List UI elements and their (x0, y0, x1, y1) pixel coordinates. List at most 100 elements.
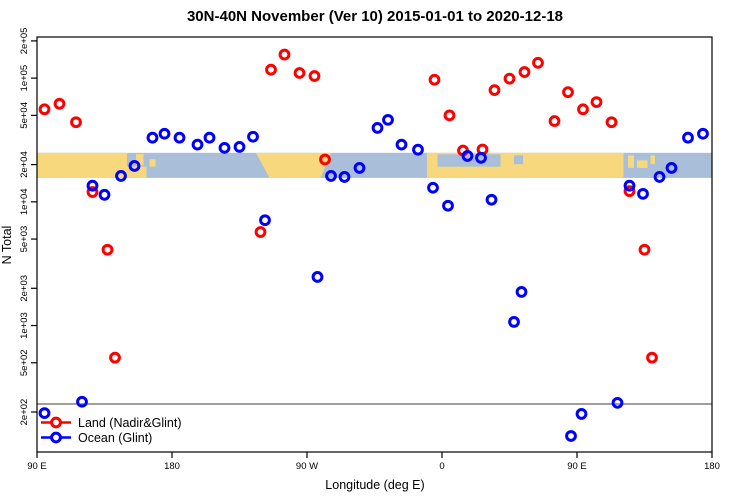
data-point-ocean (682, 131, 694, 144)
x-axis-title: Longitude (deg E) (325, 478, 424, 492)
y-tick-label: 5e+03 (19, 226, 30, 253)
data-point-ocean (98, 188, 111, 201)
data-point-ocean (76, 395, 88, 408)
y-tick-label: 1e+05 (19, 65, 30, 92)
y-tick-label: 2e+05 (19, 28, 30, 55)
data-point-land (265, 63, 277, 76)
data-point-ocean (115, 170, 127, 182)
y-tick-label: 5e+02 (19, 349, 30, 376)
data-point-land (278, 48, 291, 61)
map-band-land-shape (628, 155, 634, 168)
map-band-land-shape (650, 155, 655, 165)
data-point-ocean (233, 141, 246, 153)
y-axis-title: N Total (0, 226, 14, 265)
data-point-ocean (128, 160, 141, 172)
map-band-ocean-shape (514, 155, 523, 165)
x-tick-label: 90 E (27, 461, 47, 472)
data-point-land (443, 109, 456, 122)
data-point-land (86, 186, 99, 198)
data-point-ocean (38, 407, 51, 419)
x-tick-label: 180 (704, 461, 720, 472)
data-point-land (293, 67, 306, 79)
data-point-ocean (259, 214, 271, 227)
data-point-land (428, 73, 441, 86)
data-point-ocean (611, 396, 624, 409)
plot-border (36, 36, 713, 453)
data-point-land (638, 243, 651, 256)
legend-ocean-label: Ocean (Glint) (78, 431, 152, 445)
data-point-ocean (412, 143, 424, 156)
data-point-land (308, 70, 321, 82)
data-point-land (605, 116, 618, 129)
data-point-ocean (653, 171, 666, 183)
x-tick-label: 180 (164, 461, 180, 472)
data-point-ocean (382, 113, 394, 126)
data-point-land (562, 86, 574, 99)
map-band-land-shape (149, 159, 156, 167)
y-tick-label: 5e+04 (19, 102, 30, 129)
data-point-ocean (325, 170, 337, 182)
data-point-ocean (146, 131, 159, 144)
data-point-ocean (475, 151, 487, 164)
data-point-ocean (173, 131, 186, 144)
data-points (38, 48, 709, 442)
x-tick-label: 90 W (296, 461, 318, 472)
data-point-land (623, 185, 636, 198)
data-point-ocean (247, 130, 259, 143)
data-point-ocean (515, 286, 528, 298)
y-tick-label: 2e+02 (19, 399, 30, 426)
data-point-ocean (427, 181, 439, 194)
x-tick-label: 90 E (567, 461, 587, 472)
data-point-ocean (442, 199, 454, 212)
data-point-ocean (86, 179, 99, 192)
legend: Land (Nadir&Glint) Ocean (Glint) (41, 416, 182, 445)
map-band-land-shape (136, 154, 144, 166)
data-point-ocean (485, 193, 498, 206)
data-point-ocean (637, 187, 649, 200)
legend-land-label: Land (Nadir&Glint) (78, 416, 182, 430)
data-point-ocean (371, 121, 384, 134)
legend-ocean-marker (50, 431, 62, 444)
data-point-ocean (218, 141, 231, 154)
data-point-land (109, 351, 121, 364)
chart-title: 30N-40N November (Ver 10) 2015-01-01 to … (187, 8, 563, 25)
data-point-land (53, 97, 66, 110)
data-point-land (70, 116, 82, 129)
data-point-ocean (158, 127, 171, 140)
x-tick-label: 0 (439, 461, 444, 472)
data-point-land (503, 72, 516, 85)
axes: 90 E 180 90 W 0 90 E 180 2e+05 1e+05 5e+04 2e+04 1… (19, 28, 720, 472)
data-point-land (577, 103, 589, 116)
data-point-ocean (311, 271, 324, 283)
data-point-land (548, 115, 561, 127)
data-point-land (101, 243, 114, 256)
y-tick-label: 2e+03 (19, 275, 30, 302)
y-tick-label: 1e+03 (19, 312, 30, 339)
data-point-ocean (461, 150, 474, 162)
data-point-ocean (697, 127, 709, 140)
data-point-ocean (353, 162, 366, 174)
data-point-land (518, 66, 531, 78)
map-band-land-shape (637, 160, 648, 168)
data-point-ocean (623, 179, 636, 192)
data-point-ocean (508, 316, 520, 328)
data-point-ocean (191, 138, 204, 151)
data-point-ocean (575, 408, 588, 420)
map-band-land-shape (256, 152, 331, 178)
data-point-land (38, 103, 51, 116)
data-point-ocean (395, 138, 408, 151)
data-point-ocean (203, 131, 216, 144)
y-tick-label: 2e+04 (19, 151, 30, 178)
data-point-ocean (565, 430, 577, 442)
data-point-land (254, 226, 267, 238)
data-point-land (319, 153, 331, 166)
y-tick-label: 1e+04 (19, 188, 30, 215)
data-point-ocean (665, 162, 678, 174)
data-point-land (590, 96, 603, 109)
data-point-land (532, 56, 544, 69)
legend-land-marker (50, 416, 62, 429)
data-point-land (488, 84, 501, 97)
data-point-land (646, 351, 658, 364)
